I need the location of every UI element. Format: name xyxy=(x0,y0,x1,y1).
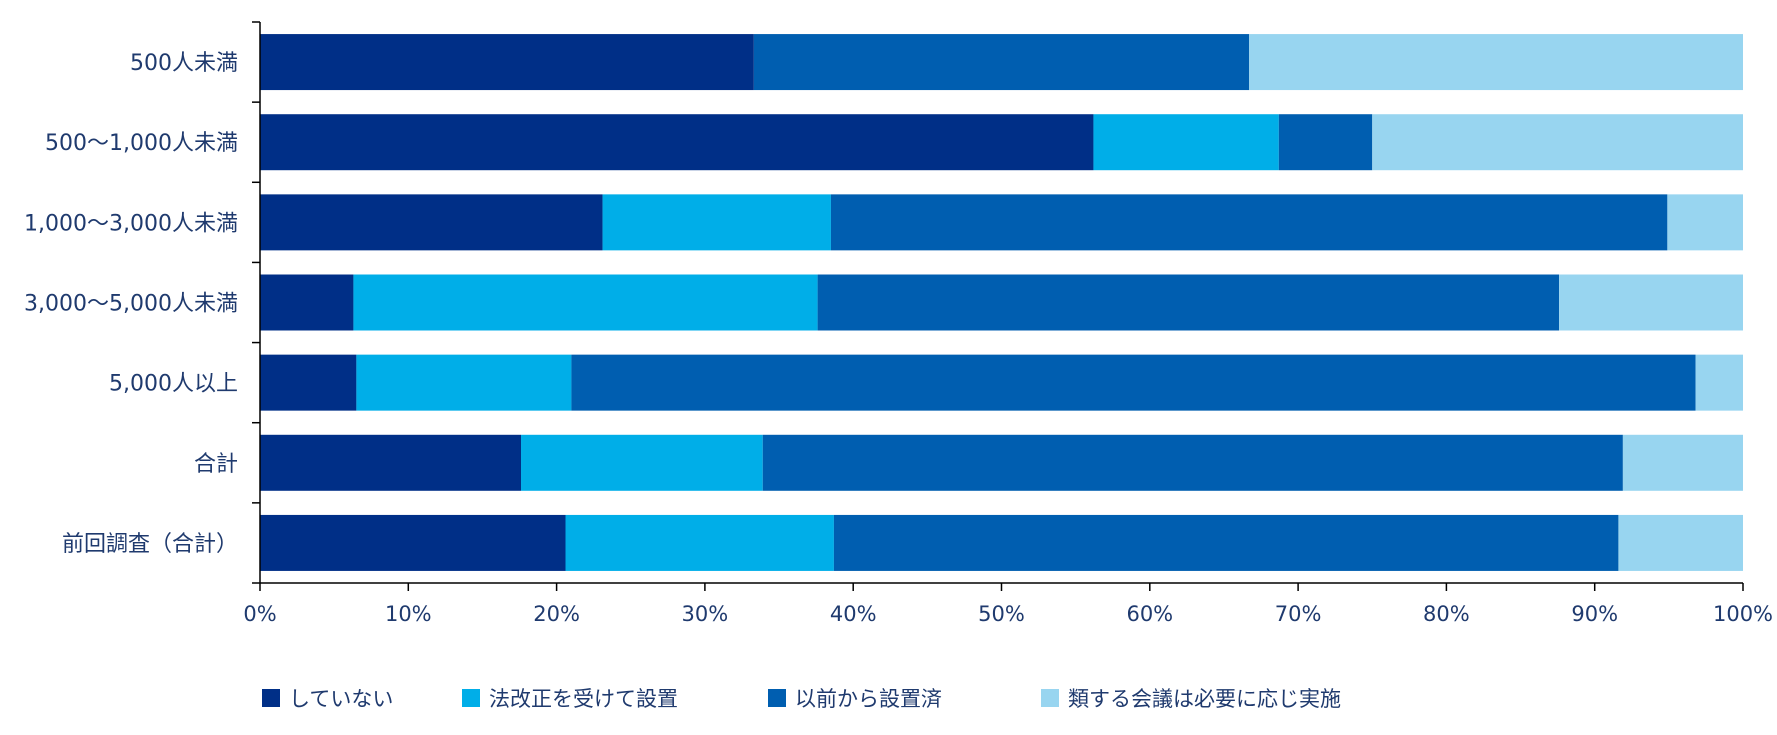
x-tick-label: 70% xyxy=(1275,602,1322,626)
legend-label: 以前から設置済 xyxy=(795,687,942,711)
bar-segment xyxy=(521,434,763,491)
bar-segment xyxy=(260,354,357,411)
bar-segment xyxy=(260,274,354,331)
bar-segment xyxy=(260,114,1094,171)
category-label: 5,000人以上 xyxy=(109,372,238,397)
bar-segment xyxy=(1093,114,1279,171)
category-label: 1,000〜3,000人未満 xyxy=(24,211,238,236)
category-label: 前回調査（合計） xyxy=(62,532,238,557)
legend-label: 類する会議は必要に応じ実施 xyxy=(1068,687,1341,711)
bar-segment xyxy=(353,274,818,331)
bar-segment xyxy=(356,354,572,411)
x-tick-label: 10% xyxy=(385,602,432,626)
bar-segment xyxy=(1622,434,1743,491)
bar-segment xyxy=(830,194,1668,251)
x-tick-label: 90% xyxy=(1571,602,1618,626)
bar-segment xyxy=(602,194,831,251)
legend-label: していない xyxy=(289,687,393,711)
x-tick-label: 40% xyxy=(830,602,877,626)
bar-segment xyxy=(817,274,1560,331)
bar-segment xyxy=(762,434,1623,491)
bar-segment xyxy=(1249,34,1743,91)
bar-segment xyxy=(1695,354,1743,411)
bar-segment xyxy=(1618,514,1743,571)
bar-segment xyxy=(833,514,1619,571)
category-label: 500〜1,000人未満 xyxy=(45,131,238,156)
x-tick-label: 80% xyxy=(1423,602,1470,626)
bar-segment xyxy=(1667,194,1743,251)
bar-segment xyxy=(260,434,522,491)
category-label: 3,000〜5,000人未満 xyxy=(24,292,238,317)
bar-segment xyxy=(260,194,603,251)
bar-segment xyxy=(571,354,1696,411)
legend-swatch xyxy=(768,689,786,707)
x-tick-label: 100% xyxy=(1713,602,1773,626)
bar-segment xyxy=(1372,114,1743,171)
legend-label: 法改正を受けて設置 xyxy=(489,687,678,711)
bar-segment xyxy=(260,34,754,91)
bar-segment xyxy=(1559,274,1743,331)
x-tick-label: 30% xyxy=(682,602,729,626)
bar-segment xyxy=(753,34,1250,91)
x-tick-label: 60% xyxy=(1126,602,1173,626)
bar-segment xyxy=(565,514,834,571)
legend-swatch xyxy=(1041,689,1059,707)
category-label: 合計 xyxy=(194,452,238,477)
bar-segment xyxy=(1278,114,1373,171)
legend-swatch xyxy=(262,689,280,707)
legend-swatch xyxy=(462,689,480,707)
bar-segment xyxy=(260,514,566,571)
x-tick-label: 50% xyxy=(978,602,1025,626)
x-tick-label: 20% xyxy=(533,602,580,626)
category-label: 500人未満 xyxy=(130,51,238,76)
x-tick-label: 0% xyxy=(243,602,276,626)
